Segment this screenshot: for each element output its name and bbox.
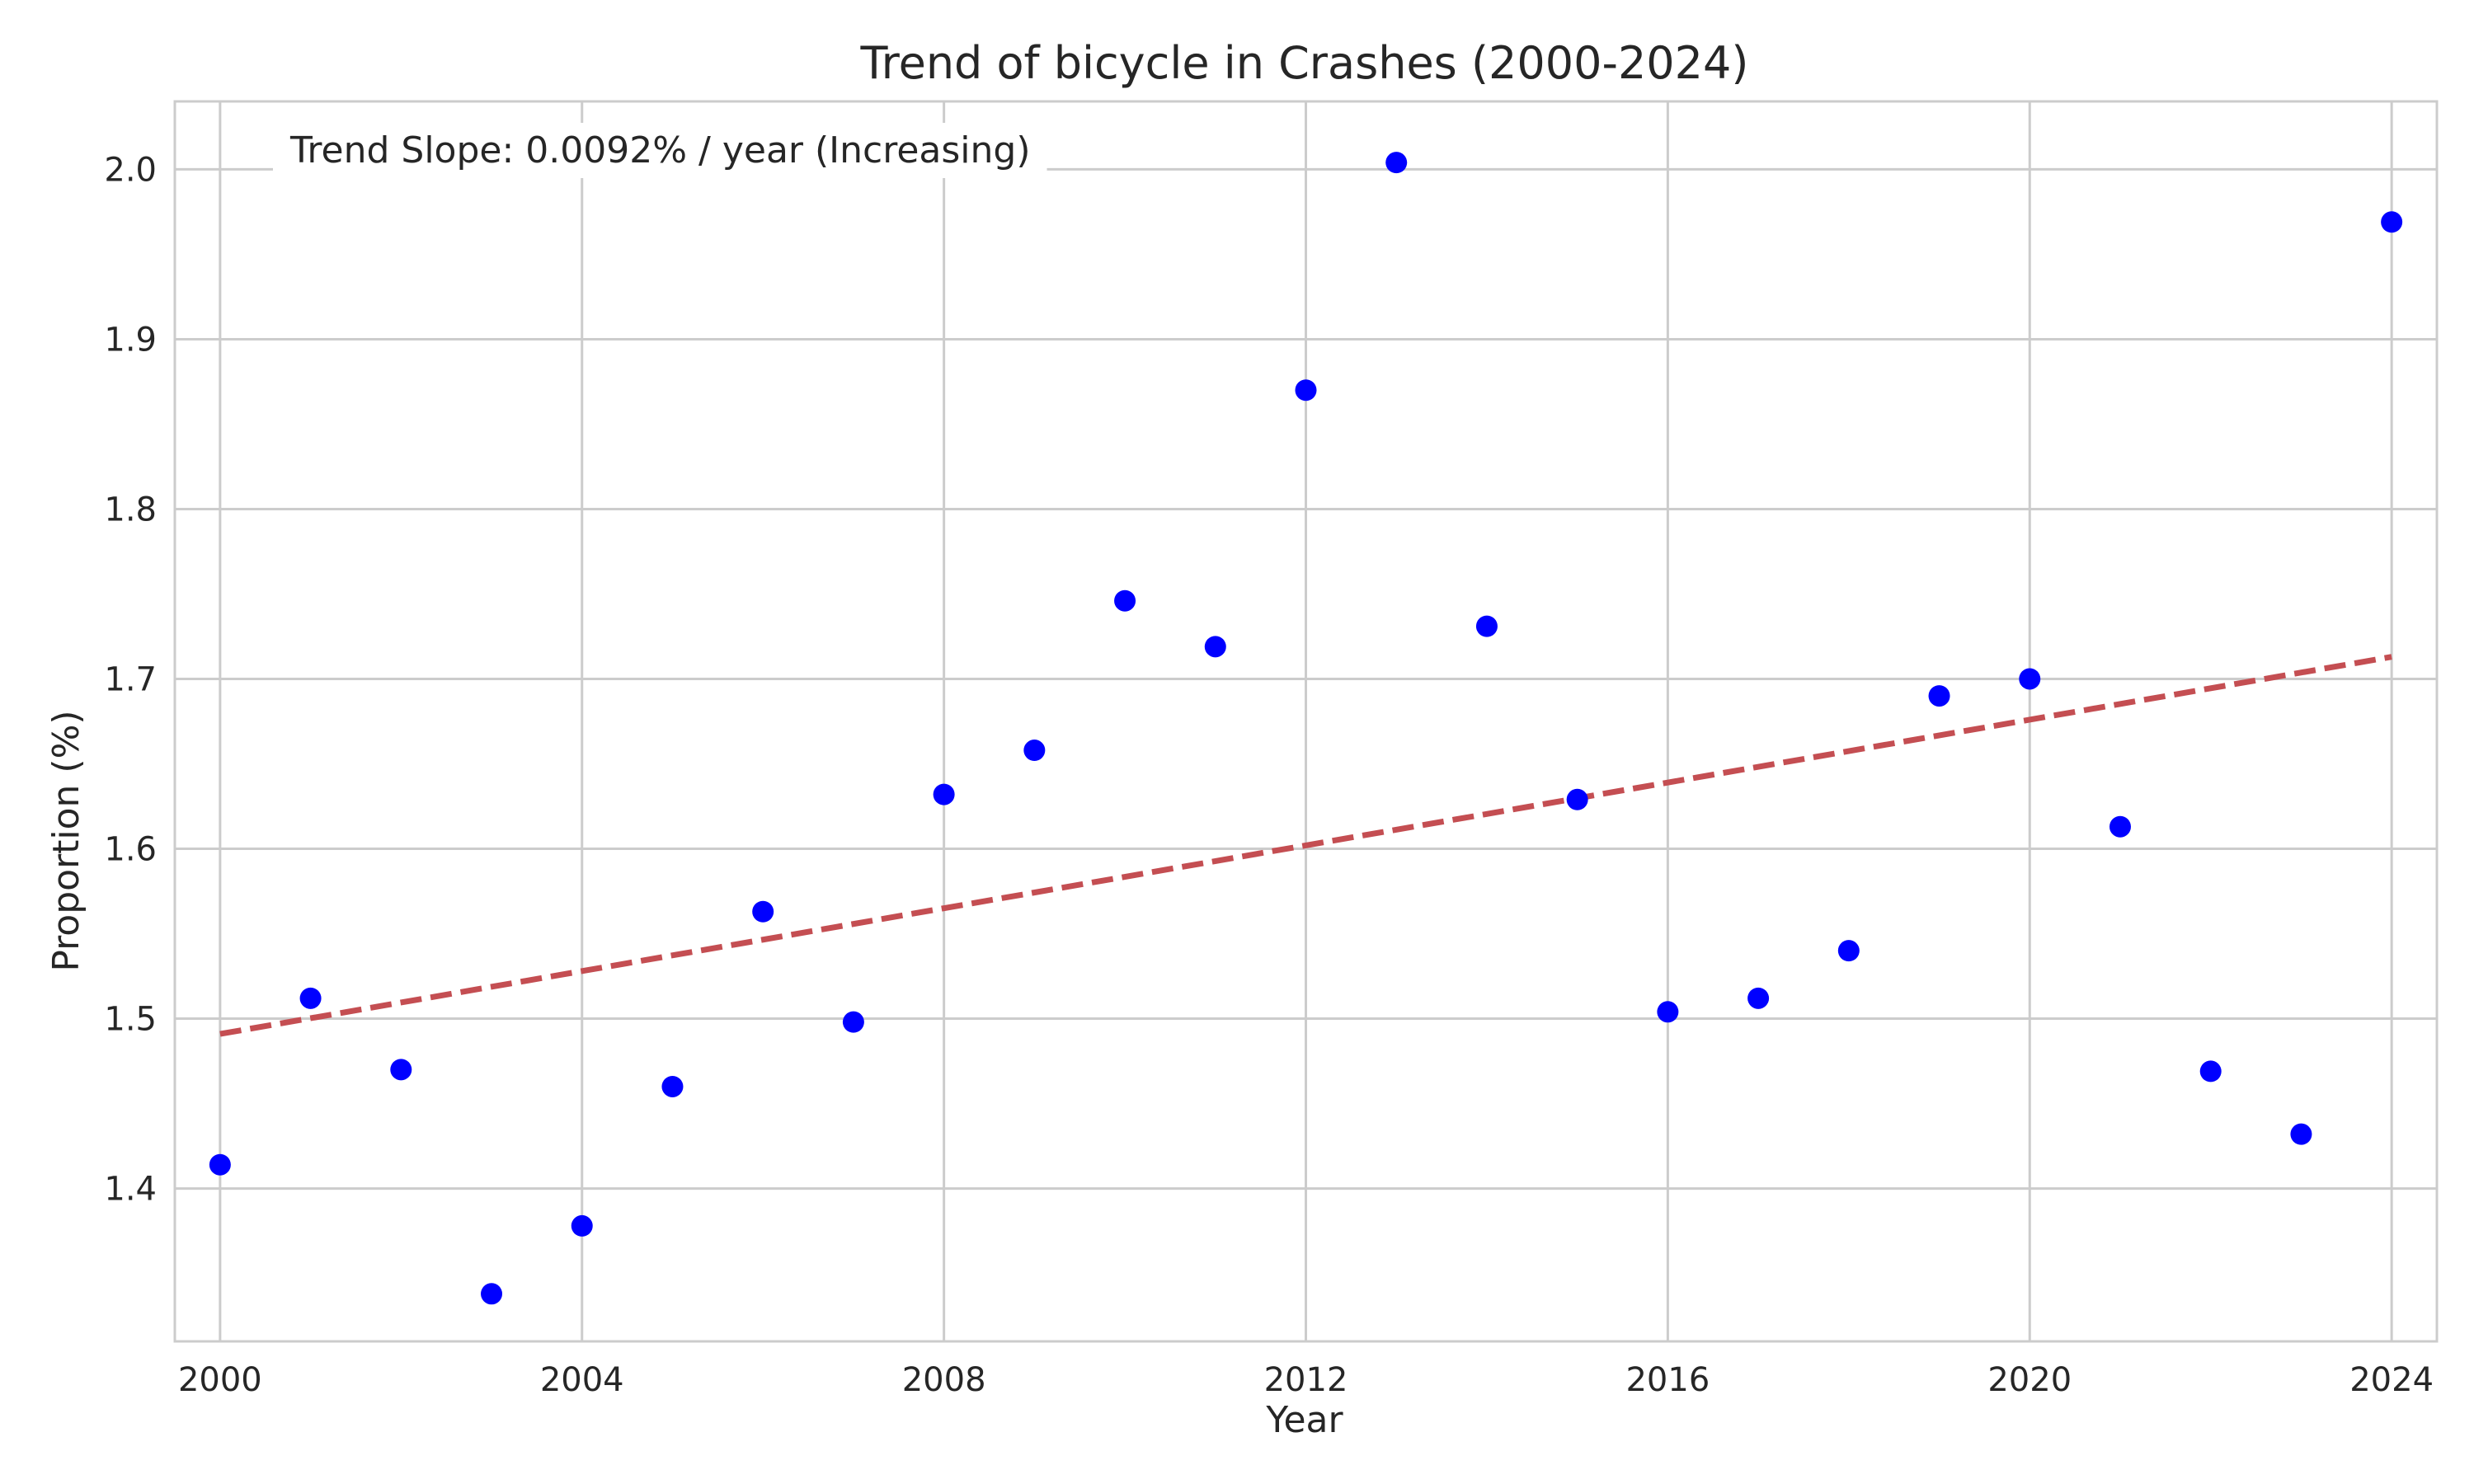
y-tick-label: 1.7 — [104, 660, 157, 698]
data-point — [1475, 615, 1498, 637]
data-point — [2381, 211, 2403, 233]
y-axis-label: Proportion (%) — [45, 710, 87, 971]
data-point — [2019, 668, 2041, 690]
data-point — [752, 900, 774, 923]
data-point — [1566, 788, 1588, 810]
trend-layer — [219, 654, 2392, 1037]
data-point — [842, 1011, 864, 1033]
x-tick-label: 2020 — [1987, 1361, 2072, 1399]
data-point — [1295, 379, 1317, 402]
x-tick-label: 2012 — [1264, 1361, 1348, 1399]
x-tick-label: 2008 — [902, 1361, 986, 1399]
y-tick-label: 1.5 — [104, 1001, 157, 1039]
trend-slope-annotation: Trend Slope: 0.0092% / year (Increasing) — [289, 129, 1031, 171]
data-point — [390, 1059, 412, 1081]
x-tick-label: 2024 — [2349, 1361, 2434, 1399]
data-point — [1747, 987, 1770, 1009]
plot-frame — [173, 100, 2439, 1343]
data-point — [209, 1153, 231, 1176]
data-point — [933, 783, 955, 805]
data-point — [1657, 1001, 1679, 1023]
y-tick-label: 1.8 — [104, 491, 157, 528]
y-tick-labels: 1.4 1.5 1.6 1.7 1.8 1.9 2.0 — [104, 151, 157, 1208]
x-tick-label: 2000 — [178, 1361, 262, 1399]
data-point — [2109, 815, 2131, 838]
chart-title: Trend of bicycle in Crashes (2000-2024) — [860, 37, 1749, 89]
y-tick-label: 1.4 — [104, 1171, 157, 1209]
data-point — [2199, 1060, 2222, 1082]
data-point — [1928, 685, 1950, 707]
data-point — [1837, 940, 1860, 962]
data-point — [1023, 740, 1046, 762]
data-point — [1114, 589, 1136, 612]
trend-line — [219, 654, 2392, 1037]
annotation-box — [273, 123, 1047, 178]
data-point — [1204, 636, 1226, 658]
y-tick-label: 2.0 — [104, 151, 157, 189]
data-point — [661, 1075, 684, 1097]
data-point — [2290, 1123, 2312, 1145]
x-axis-label: Year — [1265, 1399, 1343, 1441]
x-tick-labels: 2000 2004 2008 2012 2016 2020 2024 — [178, 1361, 2434, 1399]
y-tick-label: 1.9 — [104, 321, 157, 359]
data-point — [299, 987, 322, 1009]
x-tick-label: 2016 — [1625, 1361, 1710, 1399]
points-layer — [209, 152, 2403, 1305]
x-tick-label: 2004 — [540, 1361, 624, 1399]
y-tick-label: 1.6 — [104, 831, 157, 869]
data-point — [1385, 152, 1408, 174]
data-point — [571, 1214, 593, 1237]
data-point — [481, 1283, 503, 1305]
